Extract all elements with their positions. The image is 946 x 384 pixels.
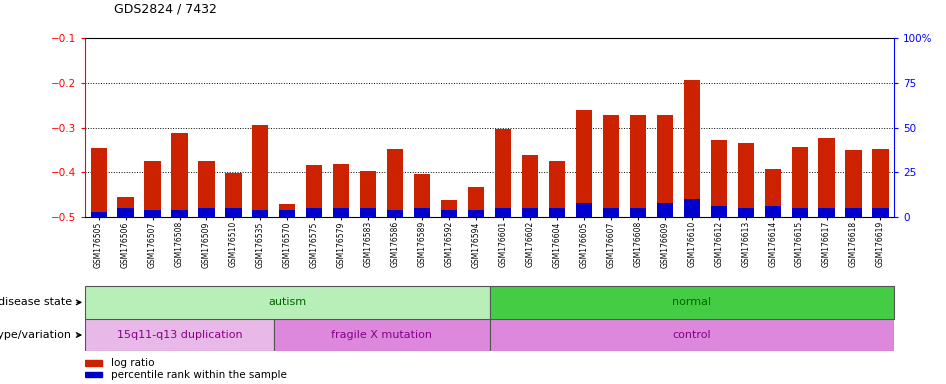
Bar xyxy=(490,319,894,351)
Bar xyxy=(792,208,808,217)
Text: normal: normal xyxy=(673,297,711,308)
Bar xyxy=(117,197,133,217)
Bar xyxy=(872,149,888,217)
Bar xyxy=(333,164,349,217)
Bar xyxy=(738,143,754,217)
Bar xyxy=(199,161,215,217)
Bar xyxy=(333,208,349,217)
Bar xyxy=(279,204,295,217)
Bar xyxy=(468,187,484,217)
Bar xyxy=(274,319,490,351)
Bar xyxy=(85,319,274,351)
Bar xyxy=(387,210,403,217)
Text: genotype/variation: genotype/variation xyxy=(0,330,72,340)
Bar xyxy=(549,208,565,217)
Bar xyxy=(414,174,430,217)
Bar xyxy=(85,372,101,377)
Bar xyxy=(171,210,187,217)
Bar xyxy=(657,115,673,217)
Bar xyxy=(684,199,700,217)
Bar xyxy=(710,206,727,217)
Text: control: control xyxy=(673,330,711,340)
Bar xyxy=(603,115,619,217)
Bar xyxy=(91,212,107,217)
Bar xyxy=(91,148,107,217)
Bar xyxy=(764,206,780,217)
Bar xyxy=(549,161,565,217)
Bar xyxy=(818,137,834,217)
Bar xyxy=(253,126,269,217)
Bar xyxy=(468,210,484,217)
Bar xyxy=(846,208,862,217)
Bar xyxy=(307,165,323,217)
Bar xyxy=(738,208,754,217)
Text: 15q11-q13 duplication: 15q11-q13 duplication xyxy=(116,330,242,340)
Bar xyxy=(360,171,377,217)
Bar xyxy=(710,140,727,217)
Bar xyxy=(387,149,403,217)
Bar xyxy=(145,161,161,217)
Bar xyxy=(522,156,538,217)
Bar xyxy=(818,208,834,217)
Bar xyxy=(199,208,215,217)
Bar xyxy=(441,200,457,217)
Bar xyxy=(307,208,323,217)
Bar xyxy=(85,286,490,319)
Bar xyxy=(522,208,538,217)
Bar xyxy=(630,115,646,217)
Text: GDS2824 / 7432: GDS2824 / 7432 xyxy=(114,2,217,15)
Text: disease state: disease state xyxy=(0,297,72,308)
Bar xyxy=(225,173,241,217)
Bar xyxy=(490,286,894,319)
Bar xyxy=(576,203,592,217)
Bar xyxy=(630,208,646,217)
Bar xyxy=(657,203,673,217)
Bar xyxy=(360,208,377,217)
Bar xyxy=(764,169,780,217)
Bar xyxy=(495,129,511,217)
Text: fragile X mutation: fragile X mutation xyxy=(331,330,432,340)
Bar xyxy=(603,208,619,217)
Text: log ratio: log ratio xyxy=(111,358,154,368)
Bar xyxy=(872,208,888,217)
Bar xyxy=(253,210,269,217)
Bar xyxy=(85,361,101,366)
Bar xyxy=(495,208,511,217)
Bar xyxy=(846,150,862,217)
Bar xyxy=(441,210,457,217)
Bar xyxy=(171,133,187,217)
Bar xyxy=(117,208,133,217)
Bar xyxy=(684,80,700,217)
Bar xyxy=(576,110,592,217)
Bar xyxy=(792,147,808,217)
Text: autism: autism xyxy=(269,297,307,308)
Bar xyxy=(145,210,161,217)
Text: percentile rank within the sample: percentile rank within the sample xyxy=(111,369,287,380)
Bar xyxy=(279,210,295,217)
Bar xyxy=(225,208,241,217)
Bar xyxy=(414,208,430,217)
